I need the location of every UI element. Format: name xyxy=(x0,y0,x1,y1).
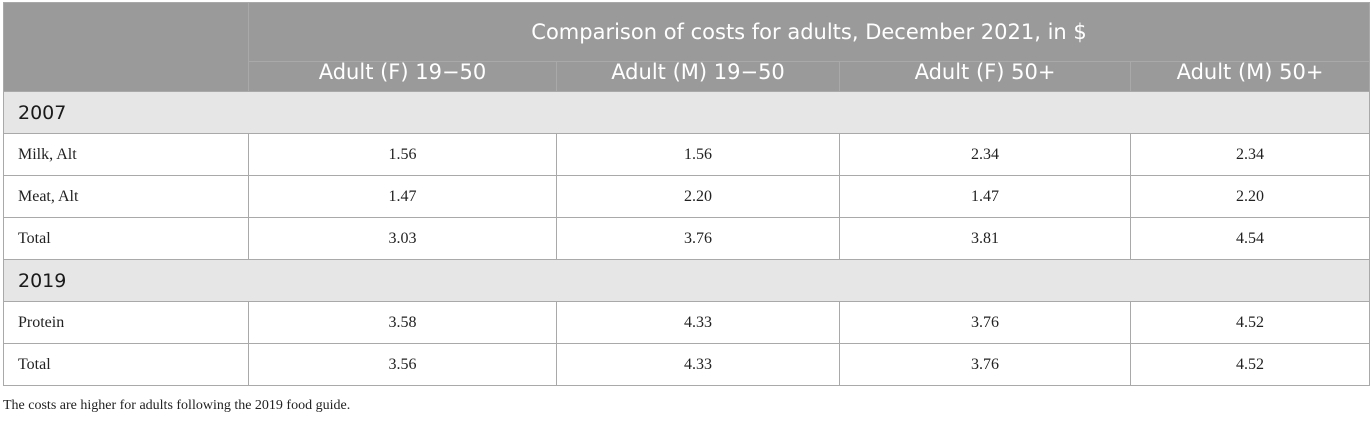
table-cell: 4.52 xyxy=(1129,343,1371,386)
row-label: Meat, Alt xyxy=(3,175,249,218)
table-row-total-2007: Total 3.03 3.76 3.81 4.54 xyxy=(3,217,1371,260)
column-header-adult-m-19-50: Adult (M) 19−50 xyxy=(556,60,840,92)
table-cell: 4.33 xyxy=(556,301,840,344)
header-corner-cell xyxy=(3,2,249,92)
cost-comparison-table-container: Comparison of costs for adults, December… xyxy=(2,2,1371,386)
row-label: Total xyxy=(3,217,249,260)
table-cell: 2.34 xyxy=(1129,133,1371,176)
table-cell: 3.81 xyxy=(839,217,1131,260)
table-cell: 4.52 xyxy=(1129,301,1371,344)
table-cell: 3.58 xyxy=(248,301,557,344)
column-header-adult-f-50-plus: Adult (F) 50+ xyxy=(839,60,1131,92)
table-cell: 3.56 xyxy=(248,343,557,386)
table-cell: 4.54 xyxy=(1129,217,1371,260)
table-cell: 1.47 xyxy=(248,175,557,218)
table-cell: 4.33 xyxy=(556,343,840,386)
table-cell: 2.20 xyxy=(1129,175,1371,218)
row-label: Total xyxy=(3,343,249,386)
table-cell: 3.76 xyxy=(839,343,1131,386)
section-header-2007: 2007 xyxy=(2,91,1371,134)
table-cell: 3.76 xyxy=(556,217,840,260)
row-label: Protein xyxy=(3,301,249,344)
row-label: Milk, Alt xyxy=(3,133,249,176)
table-row-total-2019: Total 3.56 4.33 3.76 4.52 xyxy=(3,343,1371,386)
section-header-2019: 2019 xyxy=(2,259,1371,302)
table-row-protein: Protein 3.58 4.33 3.76 4.52 xyxy=(3,301,1371,344)
table-cell: 1.56 xyxy=(248,133,557,176)
cost-comparison-table: Comparison of costs for adults, December… xyxy=(2,2,1371,386)
table-cell: 3.76 xyxy=(839,301,1131,344)
table-title: Comparison of costs for adults, December… xyxy=(247,2,1371,62)
table-row-meat-alt: Meat, Alt 1.47 2.20 1.47 2.20 xyxy=(3,175,1371,218)
table-cell: 1.47 xyxy=(839,175,1131,218)
table-cell: 2.34 xyxy=(839,133,1131,176)
column-header-adult-f-19-50: Adult (F) 19−50 xyxy=(248,60,557,92)
column-header-adult-m-50-plus: Adult (M) 50+ xyxy=(1129,60,1371,92)
table-cell: 3.03 xyxy=(248,217,557,260)
table-row-milk-alt: Milk, Alt 1.56 1.56 2.34 2.34 xyxy=(3,133,1371,176)
table-footnote: The costs are higher for adults followin… xyxy=(3,398,351,413)
table-cell: 1.56 xyxy=(556,133,840,176)
table-cell: 2.20 xyxy=(556,175,840,218)
